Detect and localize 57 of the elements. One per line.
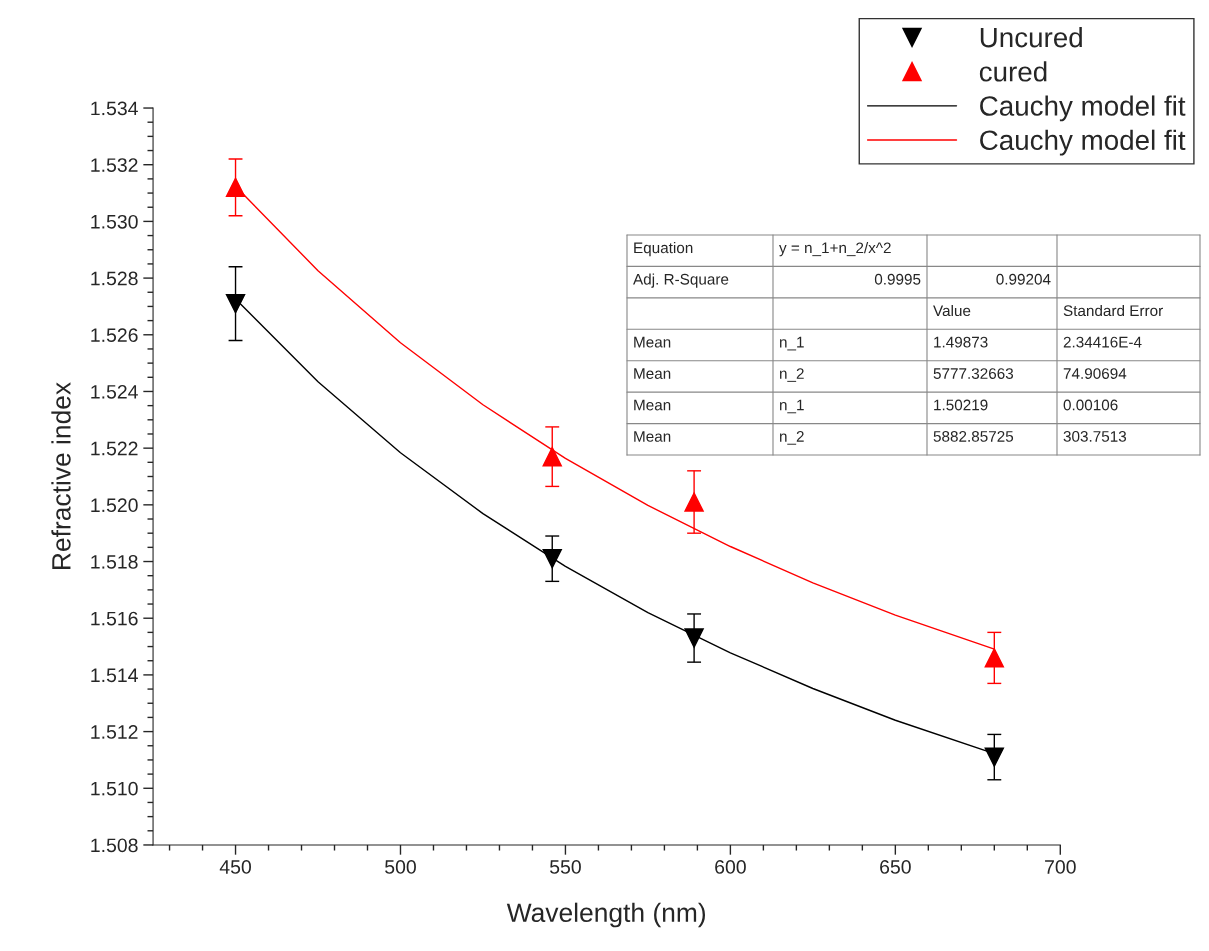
y-tick-label: 1.510 — [91, 781, 138, 796]
annotation: 1.49873 — [934, 336, 988, 348]
annotation: Adj. R-Square — [633, 273, 729, 288]
text: 2.34416E-4 — [1063, 336, 1142, 348]
y-tick-label: 1.508 — [91, 838, 138, 853]
point — [542, 446, 562, 467]
point — [684, 492, 704, 512]
point — [984, 747, 1005, 767]
annotation: 5882.85725 — [933, 431, 1014, 442]
y-tick-label: 1.520 — [91, 498, 138, 513]
annotation: Mean — [634, 368, 671, 379]
point — [225, 293, 246, 314]
legend-label: Uncured — [980, 26, 1082, 48]
legend-label: Cauchy model fit — [980, 129, 1186, 156]
x-tick-label: 650 — [880, 860, 911, 874]
y-tick-label: 1.530 — [91, 214, 138, 229]
point — [984, 648, 1005, 668]
annotation: n_1 — [780, 336, 804, 351]
annotation: 5777.32663 — [933, 368, 1014, 379]
annotation: y = n_1+n_2/x^2 — [779, 242, 891, 257]
annotation: Mean — [634, 336, 671, 348]
legend-label: cured — [979, 61, 1047, 82]
annotation: n_1 — [780, 399, 804, 414]
y-tick-label: 1.512 — [91, 725, 138, 739]
y-tick-label: 1.518 — [91, 555, 138, 569]
text: 303.7513 — [1063, 431, 1127, 442]
y-tick-label: 1.534 — [91, 101, 138, 116]
annotation: n_2 — [780, 431, 804, 445]
text: 74.90694 — [1063, 368, 1127, 379]
annotation: n_2 — [780, 368, 804, 382]
text: Standard Error — [1063, 304, 1163, 317]
y-axis-title: Refractive index — [51, 382, 71, 569]
x-tick-label: 450 — [219, 860, 251, 874]
y-tick-label: 1.522 — [91, 441, 138, 456]
annotation: Mean — [634, 399, 671, 411]
point — [684, 628, 704, 648]
x-tick-label: 500 — [385, 860, 416, 874]
annotation: Equation — [634, 242, 693, 257]
point — [225, 177, 246, 198]
y-tick-label: 1.526 — [91, 328, 138, 343]
legend-label: Cauchy model fit — [980, 95, 1186, 122]
y-tick-label: 1.514 — [91, 668, 138, 683]
x-tick-label: 600 — [715, 860, 746, 874]
x-axis-title: Wavelength (nm) — [506, 902, 706, 928]
x-tick-label: 700 — [1045, 860, 1076, 874]
text: 0.00106 — [1063, 399, 1118, 411]
annotation: 0.99204 — [996, 273, 1051, 285]
y-tick-label: 1.528 — [91, 271, 138, 286]
point — [542, 548, 562, 569]
y-tick-label: 1.524 — [91, 384, 138, 399]
y-tick-label: 1.516 — [91, 611, 138, 626]
annotation: 0.9995 — [874, 273, 921, 285]
y-tick-label: 1.532 — [91, 158, 138, 172]
annotation: Value — [933, 304, 971, 317]
annotation: 1.50219 — [934, 399, 988, 411]
x-tick-label: 550 — [550, 860, 581, 874]
annotation: Mean — [634, 431, 671, 442]
